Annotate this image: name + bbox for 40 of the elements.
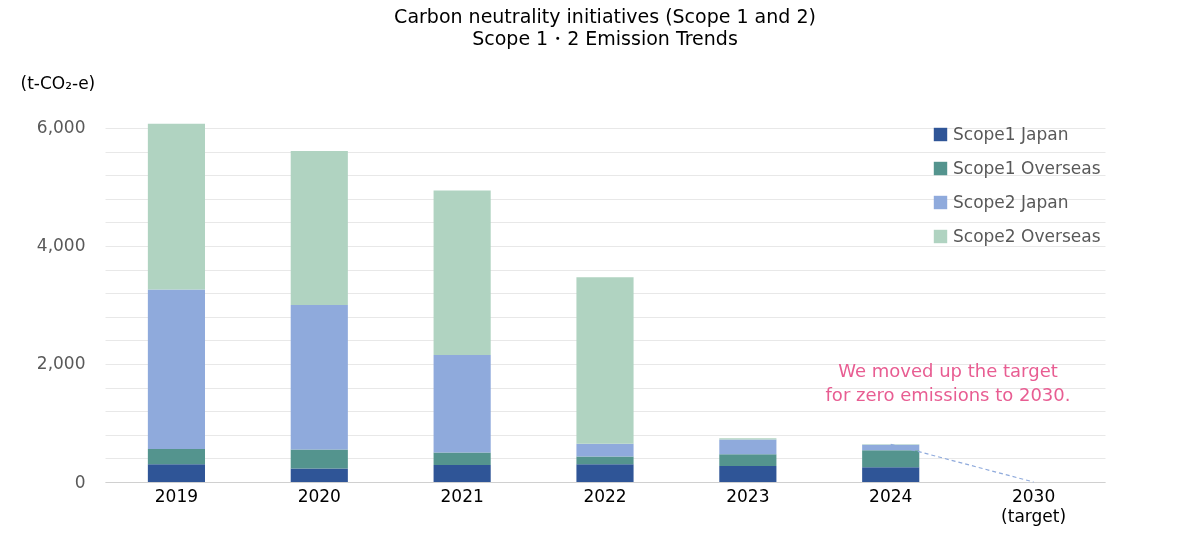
x-tick-label: 2021	[440, 485, 484, 506]
x-tick-label: 2024	[869, 485, 913, 506]
bar	[576, 277, 634, 444]
bar	[147, 289, 205, 449]
x-tick-label: 2019	[154, 485, 199, 506]
bar	[433, 464, 491, 482]
bar	[290, 449, 348, 469]
y-tick-label: 0	[74, 471, 86, 492]
y-axis-title: (t-CO₂-e)	[20, 72, 96, 93]
bar	[290, 304, 348, 450]
x-tick-label: 2020	[297, 485, 341, 506]
legend-label: Scope1 Japan	[953, 123, 1069, 144]
bar	[719, 439, 777, 455]
bar	[433, 452, 491, 465]
bar	[290, 468, 348, 482]
chart-title: Carbon neutrality initiatives (Scope 1 and 2)	[394, 5, 816, 27]
y-tick-label: 6,000	[36, 117, 86, 138]
bar	[433, 190, 491, 356]
bar	[147, 464, 205, 482]
bar	[576, 464, 634, 482]
chart-subtitle: Scope 1・2 Emission Trends	[472, 27, 738, 49]
bar	[290, 150, 348, 305]
legend-label: Scope1 Overseas	[953, 157, 1101, 178]
legend-label: Scope2 Overseas	[953, 225, 1101, 246]
bar	[433, 355, 491, 453]
x-tick-label: 2030 (target)	[1001, 485, 1067, 526]
bar	[576, 443, 634, 457]
bar	[576, 456, 634, 465]
x-tick-label: 2022	[583, 485, 627, 506]
y-tick-label: 4,000	[36, 235, 86, 256]
y-tick-label: 2,000	[36, 353, 86, 374]
bar	[719, 466, 777, 482]
bar	[147, 448, 205, 465]
bar	[862, 467, 920, 482]
x-tick-label: 2023	[726, 485, 770, 506]
legend-label: Scope2 Japan	[953, 191, 1069, 212]
bar	[147, 123, 205, 290]
annotation: We moved up the target for zero emissions to 2030.	[825, 360, 1071, 405]
bar	[862, 450, 920, 468]
bar	[719, 454, 777, 467]
